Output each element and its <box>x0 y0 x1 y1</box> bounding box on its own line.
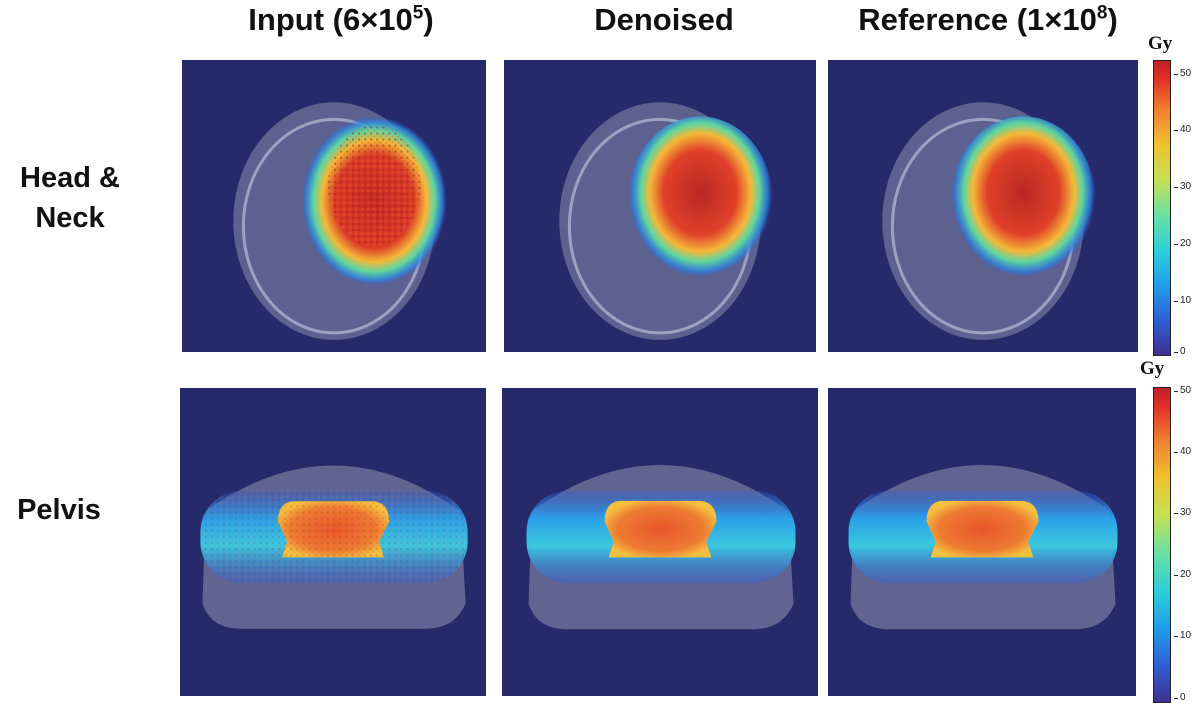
colorbar-top-tick: 30 <box>1173 181 1192 192</box>
pelvis-input-panel <box>180 388 486 696</box>
head-neck-input-panel <box>182 60 486 352</box>
pelvis-reference-panel <box>828 388 1136 696</box>
colorbar-bottom-tick: 30 <box>1173 507 1192 518</box>
pelvis-input-image <box>200 465 468 629</box>
pelvis-denoised-panel <box>502 388 818 696</box>
colorbar-top-tick: 50 <box>1173 68 1192 79</box>
column-title-denoised: Denoised <box>594 2 734 37</box>
colorbar-top-tick: 10 <box>1173 295 1192 306</box>
colorbar-bottom-tick: 20 <box>1173 569 1192 580</box>
head-neck-input-image <box>233 102 447 340</box>
column-title-reference: Reference (1×108) <box>858 2 1118 37</box>
colorbar-bottom <box>1153 387 1171 703</box>
head-neck-reference-panel <box>828 60 1138 352</box>
colorbar-bottom-tick: 10 <box>1173 630 1192 641</box>
pelvis-reference-image <box>848 465 1118 630</box>
colorbar-bottom-tick: 0 <box>1174 692 1186 703</box>
pelvis-denoised-image <box>526 465 796 630</box>
colorbar-top <box>1153 60 1171 356</box>
colorbar-bottom-tick: 40 <box>1173 446 1192 457</box>
head-neck-denoised-image <box>559 102 773 340</box>
colorbar-top-tick: 0 <box>1174 346 1186 357</box>
head-neck-reference-image <box>882 102 1096 340</box>
column-title-input: Input (6×105) <box>248 2 434 37</box>
row-label-head-neck: Head & Neck <box>20 162 120 234</box>
head-neck-denoised-panel <box>504 60 816 352</box>
colorbar-bottom-unit: Gy <box>1140 358 1165 379</box>
colorbar-top-tick: 20 <box>1173 238 1192 249</box>
colorbar-top-tick: 40 <box>1173 124 1192 135</box>
colorbar-top-unit: Gy <box>1148 33 1173 54</box>
row-label-pelvis: Pelvis <box>17 494 101 526</box>
colorbar-bottom-tick: 50 <box>1173 385 1192 396</box>
